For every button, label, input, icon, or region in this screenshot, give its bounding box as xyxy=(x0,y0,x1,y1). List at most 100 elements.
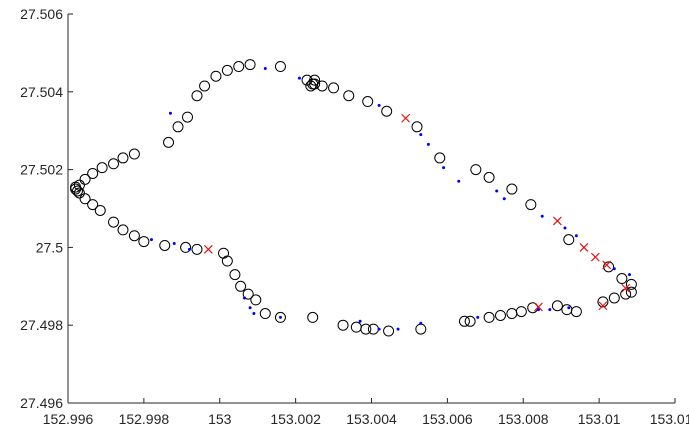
dot-point xyxy=(419,322,422,325)
x-tick-label: 153.01 xyxy=(578,411,621,427)
circle-point xyxy=(344,91,354,101)
dot-point xyxy=(541,215,544,218)
circle-point xyxy=(308,312,318,322)
circle-point xyxy=(516,307,526,317)
x-tick-label: 153.002 xyxy=(270,411,321,427)
circle-point xyxy=(621,289,631,299)
circle-point xyxy=(526,200,536,210)
x-marker-point xyxy=(553,217,561,225)
dot-point xyxy=(173,242,176,245)
x-marker-point xyxy=(204,245,212,253)
dot-point xyxy=(503,197,506,200)
circle-point xyxy=(495,310,505,320)
circle-point xyxy=(507,309,517,319)
circle-point xyxy=(129,149,139,159)
axes: 152.996 152.998 153 153.002 153.004 153.006 15… xyxy=(20,6,689,427)
circle-point xyxy=(200,81,210,91)
circle-point xyxy=(80,174,90,184)
dot-point xyxy=(249,306,252,309)
y-tick-label: 27.498 xyxy=(20,317,63,333)
y-tick-label: 27.5 xyxy=(36,239,63,255)
circle-point xyxy=(329,83,339,93)
dot-point xyxy=(628,273,631,276)
circle-point xyxy=(260,309,270,319)
circle-point xyxy=(72,186,82,196)
circle-point xyxy=(139,237,149,247)
dot-point xyxy=(298,77,301,80)
circle-point xyxy=(435,153,445,163)
dot-point xyxy=(476,316,479,319)
dot-point xyxy=(243,296,246,299)
circle-point xyxy=(109,159,119,169)
circle-point xyxy=(236,281,246,291)
circle-point xyxy=(164,137,174,147)
circle-point xyxy=(302,75,312,85)
x-tick-label: 152.998 xyxy=(119,411,170,427)
dot-point xyxy=(427,143,430,146)
plot-area xyxy=(71,60,637,336)
circle-point xyxy=(564,235,574,245)
circle-point xyxy=(181,242,191,252)
circle-point xyxy=(484,312,494,322)
x-tick-label: 153.012 xyxy=(650,411,689,427)
circle-point xyxy=(562,305,572,315)
circle-point xyxy=(192,244,202,254)
circle-point xyxy=(552,301,562,311)
dot-point xyxy=(575,234,578,237)
circle-point xyxy=(222,65,232,75)
circle-point xyxy=(234,62,244,72)
x-tick-label: 152.996 xyxy=(43,411,94,427)
dot-point xyxy=(537,308,540,311)
circle-point xyxy=(368,324,378,334)
x-marker-point xyxy=(591,253,599,261)
circle-point xyxy=(609,293,619,303)
circle-point xyxy=(118,153,128,163)
circle-point xyxy=(245,60,255,70)
circle-point xyxy=(571,307,581,317)
dot-point xyxy=(419,133,422,136)
dot-point xyxy=(397,328,400,331)
dot-point xyxy=(264,67,267,70)
dot-point xyxy=(252,312,255,315)
circle-point xyxy=(338,320,348,330)
x-tick-label: 153.008 xyxy=(498,411,549,427)
circle-point xyxy=(109,217,119,227)
x-tick-label: 153.004 xyxy=(346,411,397,427)
dot-point xyxy=(188,248,191,251)
y-tick-label: 27.504 xyxy=(20,84,63,100)
circle-point xyxy=(118,225,128,235)
dot-point xyxy=(378,328,381,331)
dot-point xyxy=(495,189,498,192)
circle-point xyxy=(626,287,636,297)
circle-point xyxy=(484,172,494,182)
circle-point xyxy=(416,324,426,334)
dot-point xyxy=(457,180,460,183)
x-tick-label: 153.006 xyxy=(422,411,473,427)
x-marker-point xyxy=(402,114,410,122)
dot-point xyxy=(378,104,381,107)
y-tick-label: 27.496 xyxy=(20,395,63,411)
dot-point xyxy=(359,320,362,323)
dot-point xyxy=(613,267,616,270)
circle-point xyxy=(471,165,481,175)
circle-point xyxy=(626,279,636,289)
circle-point xyxy=(412,122,422,132)
circle-point xyxy=(173,122,183,132)
circle-point xyxy=(465,316,475,326)
circle-point xyxy=(160,240,170,250)
circle-point xyxy=(211,71,221,81)
circle-point xyxy=(95,205,105,215)
dot-point xyxy=(169,112,172,115)
circle-point xyxy=(459,316,469,326)
circle-point xyxy=(275,62,285,72)
dot-point xyxy=(442,166,445,169)
dot-point xyxy=(548,308,551,311)
x-tick-label: 153 xyxy=(208,411,232,427)
dot-point xyxy=(563,226,566,229)
y-tick-label: 27.502 xyxy=(20,162,63,178)
circle-point xyxy=(222,256,232,266)
dot-point xyxy=(279,316,282,319)
circle-point xyxy=(230,270,240,280)
